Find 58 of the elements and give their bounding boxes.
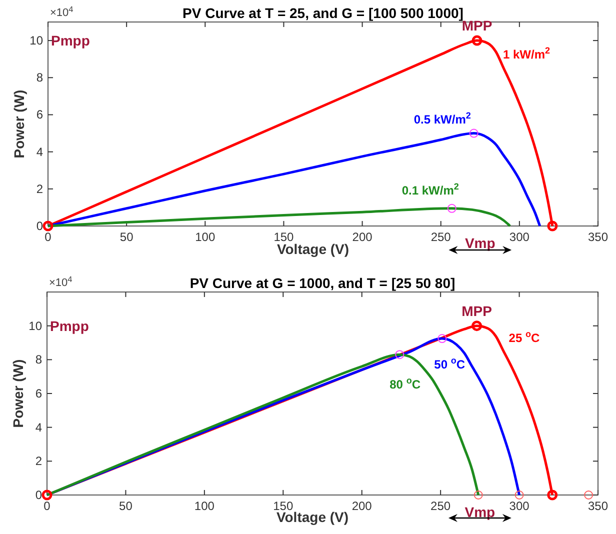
x-tick-label: 0 bbox=[44, 230, 52, 244]
y-tick-label: 4 bbox=[35, 420, 42, 434]
point bbox=[547, 490, 558, 500]
point bbox=[584, 490, 594, 500]
y-tick-label: 4 bbox=[36, 144, 44, 159]
x-tick-label: 250 bbox=[430, 230, 452, 244]
annotation: MPP bbox=[462, 18, 492, 34]
y-tick-label: 10 bbox=[28, 318, 42, 333]
annotation: MPP bbox=[462, 302, 492, 319]
point bbox=[42, 220, 54, 232]
x-tick-label: 150 bbox=[274, 230, 294, 244]
text: Vmp bbox=[464, 504, 496, 520]
point bbox=[472, 320, 482, 332]
x-axis-title: Voltage (V) bbox=[276, 241, 350, 257]
text: ×10$^{4}$ bbox=[50, 4, 74, 19]
chart-title: PV Curve at T = 25, and G = [100 500 1000] bbox=[182, 5, 464, 21]
series-label: 1 kW/m$^{2}$ bbox=[503, 46, 550, 62]
point bbox=[514, 490, 524, 500]
point bbox=[42, 490, 52, 500]
chart-title: PV Curve at G = 1000, and T = [25 50 80] bbox=[190, 275, 456, 291]
x-tick-label: 300 bbox=[509, 499, 530, 513]
y-tick-label: 6 bbox=[35, 386, 42, 400]
point bbox=[395, 350, 404, 360]
y-tick-label: 10 bbox=[30, 34, 44, 48]
text: ×10$^{4}$ bbox=[49, 274, 73, 289]
series-label: 0.5 kW/m$^{2}$ bbox=[414, 110, 471, 126]
y-tick-label: 0 bbox=[35, 488, 42, 502]
x-tick-label: 50 bbox=[120, 230, 134, 244]
x-tick-label: 100 bbox=[195, 230, 216, 244]
series-label: 25 $^{o}$C bbox=[508, 328, 540, 345]
y-tick-label: 8 bbox=[35, 352, 42, 367]
x-tick-label: 300 bbox=[509, 230, 530, 244]
y-tick-label: 2 bbox=[36, 182, 44, 196]
x-tick-label: 350 bbox=[588, 230, 608, 244]
x-tick-label: 100 bbox=[194, 499, 215, 513]
point bbox=[469, 128, 478, 138]
y-axis-title: Power (W) bbox=[10, 359, 26, 428]
x-tick-label: 200 bbox=[352, 499, 372, 513]
x-tick-label: 200 bbox=[352, 230, 373, 244]
point bbox=[474, 490, 483, 500]
y-tick-label: 6 bbox=[36, 108, 44, 122]
annotation: Pmpp bbox=[50, 318, 89, 334]
y-tick-label: 2 bbox=[35, 454, 42, 468]
annotation: Pmpp bbox=[51, 32, 90, 49]
point bbox=[472, 35, 482, 46]
y-axis-title: Power (W) bbox=[11, 90, 27, 158]
y-tick-label: 0 bbox=[36, 219, 44, 233]
text: Vmp bbox=[464, 235, 496, 251]
y-tick-label: 8 bbox=[36, 70, 44, 85]
x-tick-label: 250 bbox=[430, 499, 451, 513]
x-tick-label: 350 bbox=[588, 499, 608, 513]
series-label: 80 $^{o}$C bbox=[390, 376, 421, 392]
point bbox=[438, 334, 447, 344]
series-label: 50 $^{o}$C bbox=[434, 356, 466, 372]
point bbox=[447, 204, 456, 213]
x-tick-label: 50 bbox=[119, 499, 133, 513]
point bbox=[547, 220, 558, 232]
series-label: 0.1 kW/m$^{2}$ bbox=[402, 181, 459, 198]
